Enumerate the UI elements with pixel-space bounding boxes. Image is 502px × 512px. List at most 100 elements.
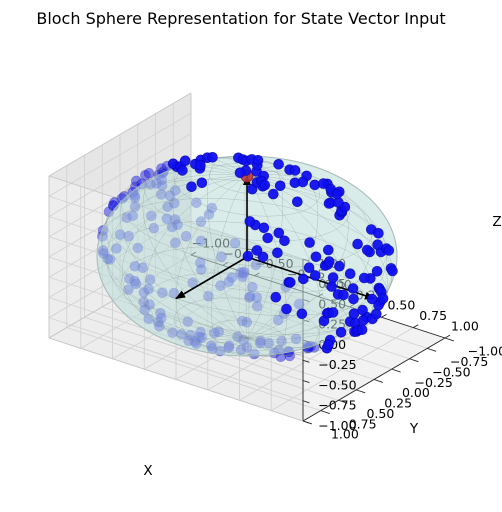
random-state-point bbox=[262, 232, 274, 244]
random-state-point bbox=[377, 293, 389, 304]
z-tick-label: −0.25 bbox=[318, 357, 356, 372]
random-state-point bbox=[109, 197, 120, 208]
sphere-meridian bbox=[211, 161, 283, 353]
random-state-point bbox=[323, 339, 334, 351]
z-axis-label: Z bbox=[492, 214, 501, 230]
random-state-point bbox=[372, 239, 383, 250]
random-state-point bbox=[259, 179, 271, 191]
y-tick-mark bbox=[373, 379, 384, 383]
random-state-point bbox=[352, 238, 363, 250]
sphere-parallel bbox=[120, 165, 374, 268]
random-state-point bbox=[270, 291, 282, 303]
sphere-meridian bbox=[121, 174, 373, 340]
random-state-point bbox=[335, 326, 347, 338]
random-state-point bbox=[327, 307, 339, 318]
random-state-point bbox=[366, 293, 378, 305]
y-tick-mark bbox=[302, 420, 313, 425]
random-state-point bbox=[318, 178, 329, 189]
random-state-point bbox=[177, 165, 188, 176]
z-tick-label: −0.50 bbox=[318, 377, 356, 392]
random-state-point bbox=[296, 308, 308, 320]
y-tick-mark bbox=[427, 347, 437, 352]
z-tick-mark bbox=[302, 359, 310, 363]
z-tick-label: −1.00 bbox=[318, 418, 356, 433]
random-state-point bbox=[279, 235, 290, 247]
z-tick-mark bbox=[302, 400, 310, 404]
random-state-point bbox=[207, 152, 218, 163]
chart-title: Bloch Sphere Representation for State Ve… bbox=[36, 9, 445, 28]
floor-grid-x bbox=[271, 327, 414, 412]
y-axis-arrow bbox=[175, 256, 248, 300]
floor-grid-y bbox=[66, 327, 321, 412]
y-tick-mark bbox=[320, 410, 330, 414]
y-tick-mark bbox=[444, 337, 455, 342]
random-state-point bbox=[196, 177, 208, 189]
random-state-point bbox=[297, 273, 309, 285]
random-state-point bbox=[338, 289, 349, 301]
x-tick-mark bbox=[444, 334, 451, 339]
sphere-meridian bbox=[142, 161, 352, 353]
random-state-point bbox=[297, 176, 309, 188]
random-state-point bbox=[267, 188, 279, 200]
y-tick-mark bbox=[356, 389, 366, 394]
x-tick-label: 0.50 bbox=[387, 298, 415, 313]
random-state-point bbox=[357, 314, 369, 326]
axis-labels: X Y Z bbox=[143, 214, 501, 479]
random-state-point bbox=[291, 196, 303, 208]
random-state-point bbox=[140, 169, 151, 181]
sphere-parallel bbox=[209, 319, 285, 351]
sphere-parallel bbox=[174, 297, 320, 357]
random-state-point bbox=[383, 245, 395, 256]
random-state-point bbox=[273, 227, 285, 239]
y-tick-mark bbox=[391, 368, 401, 373]
random-state-point bbox=[347, 283, 359, 294]
z-tick-label: −0.75 bbox=[318, 398, 356, 413]
random-state-point bbox=[371, 265, 383, 277]
x-tick-label: 0.75 bbox=[419, 308, 447, 323]
y-tick-label: −0.25 bbox=[415, 375, 453, 390]
random-state-point bbox=[373, 227, 384, 239]
random-state-point bbox=[333, 197, 344, 208]
random-state-point bbox=[284, 277, 296, 288]
sphere-meridian bbox=[119, 165, 375, 349]
random-state-point bbox=[258, 222, 270, 234]
random-state-point bbox=[186, 181, 197, 192]
random-state-point bbox=[357, 304, 368, 316]
x-tick-label: 1.00 bbox=[451, 318, 479, 333]
y-tick-label: 0.50 bbox=[366, 406, 394, 421]
random-state-point bbox=[361, 244, 373, 256]
random-state-point bbox=[322, 244, 334, 256]
y-tick-label: 0.25 bbox=[384, 396, 412, 411]
random-state-point bbox=[251, 245, 263, 256]
sphere-parallel bbox=[106, 221, 388, 335]
random-state-point bbox=[244, 216, 256, 227]
random-state-point bbox=[143, 168, 155, 179]
x-axis-label: X bbox=[143, 463, 152, 479]
sphere-parallel bbox=[106, 179, 388, 293]
random-state-point bbox=[179, 155, 191, 167]
random-state-point bbox=[327, 272, 339, 283]
random-state-point bbox=[304, 237, 315, 248]
y-tick-label: −0.50 bbox=[432, 364, 470, 379]
left-grid-z bbox=[48, 112, 192, 197]
random-state-point bbox=[303, 262, 315, 274]
random-state-point bbox=[131, 175, 142, 187]
sphere-parallel bbox=[143, 272, 351, 357]
random-state-point bbox=[331, 188, 343, 200]
random-state-point bbox=[195, 159, 206, 171]
random-state-point bbox=[387, 265, 398, 277]
y-tick-label: 1.00 bbox=[331, 427, 359, 442]
random-state-point bbox=[348, 293, 359, 305]
y-tick-label: 0.00 bbox=[402, 385, 430, 400]
y-tick-label: −1.00 bbox=[468, 344, 502, 359]
y-tick-label: −0.75 bbox=[450, 354, 488, 369]
random-state-point bbox=[272, 247, 283, 259]
pane-edge bbox=[48, 337, 304, 422]
random-state-point bbox=[252, 155, 264, 166]
left-grid-z bbox=[48, 133, 192, 217]
left-grid-z bbox=[48, 153, 192, 238]
random-state-point bbox=[242, 250, 254, 262]
sphere-meridian bbox=[106, 175, 388, 339]
y-tick-mark bbox=[409, 358, 419, 363]
